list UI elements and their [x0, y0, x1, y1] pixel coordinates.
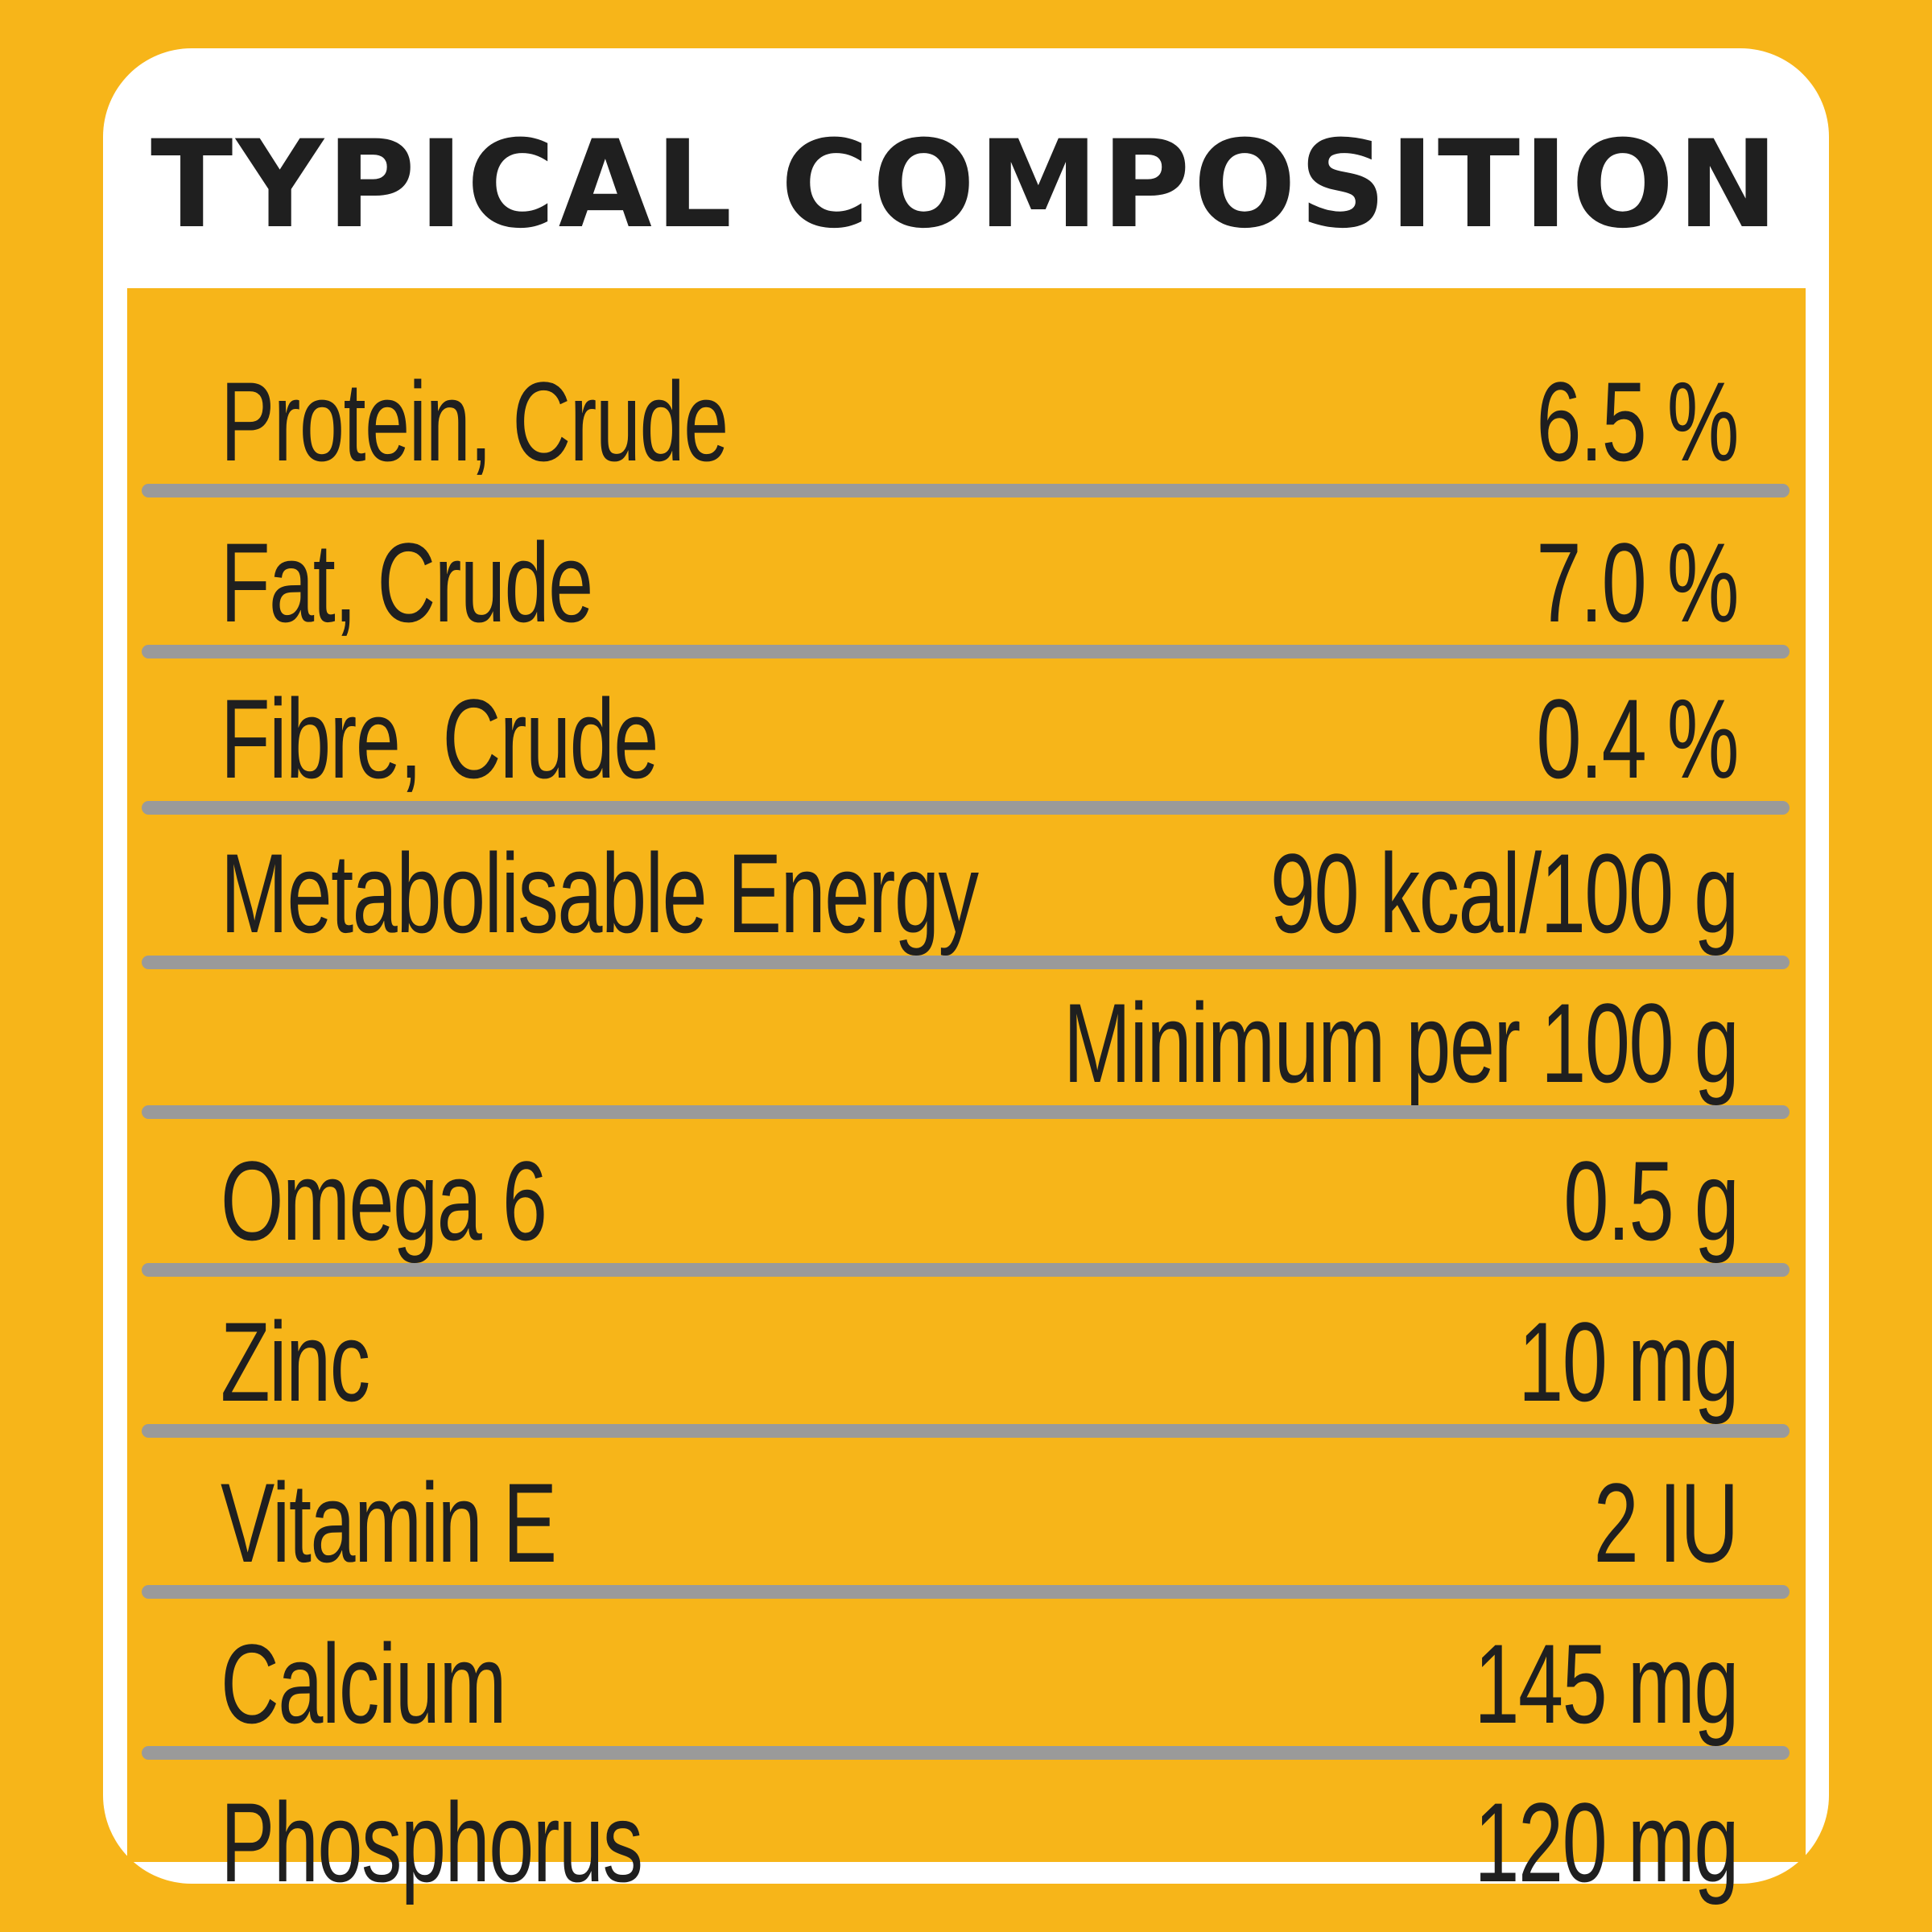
row-divider — [142, 956, 1790, 969]
row-value: 120 mg — [1474, 1779, 1739, 1905]
table-row: Fibre, Crude 0.4 % — [127, 658, 1806, 815]
page-title: TYPICAL COMPOSITION — [151, 115, 1781, 255]
row-value: 7.0 % — [1536, 519, 1739, 646]
row-label: Protein, Crude — [221, 358, 729, 485]
row-label: Omega 6 — [221, 1137, 547, 1264]
row-value: 6.5 % — [1536, 358, 1739, 485]
column-heading: Minimum per 100 g — [1063, 980, 1740, 1106]
row-value: 145 mg — [1474, 1620, 1739, 1747]
composition-card: TYPICAL COMPOSITION Protein, Crude 6.5 %… — [103, 48, 1829, 1899]
row-divider — [142, 1263, 1790, 1277]
row-divider — [142, 1585, 1790, 1599]
row-label: Vitamin E — [221, 1459, 557, 1586]
row-value: 10 mg — [1518, 1298, 1739, 1425]
row-label: Phosphorus — [221, 1779, 643, 1905]
row-value: 90 kcal/100 g — [1270, 830, 1739, 956]
row-divider — [142, 484, 1790, 497]
row-label: Fibre, Crude — [221, 675, 658, 802]
composition-table: Protein, Crude 6.5 % Fat, Crude 7.0 % Fi… — [127, 288, 1806, 1899]
row-value: 0.5 g — [1563, 1137, 1739, 1264]
row-label: Calcium — [221, 1620, 506, 1747]
table-row: Protein, Crude 6.5 % — [127, 288, 1806, 497]
row-divider — [142, 1105, 1790, 1119]
row-divider — [142, 801, 1790, 815]
row-divider — [142, 645, 1790, 658]
row-label: Zinc — [221, 1298, 370, 1425]
row-label: Metabolisable Energy — [221, 830, 979, 956]
table-row: Zinc 10 mg — [127, 1277, 1806, 1438]
row-divider — [142, 1424, 1790, 1438]
row-divider — [142, 1746, 1790, 1760]
table-row: Metabolisable Energy 90 kcal/100 g — [127, 815, 1806, 969]
table-row: Omega 6 0.5 g — [127, 1119, 1806, 1277]
table-row: Vitamin E 2 IU — [127, 1438, 1806, 1599]
table-row: Phosphorus 120 mg — [127, 1760, 1806, 1899]
row-value: 2 IU — [1593, 1459, 1740, 1586]
table-row: Fat, Crude 7.0 % — [127, 497, 1806, 658]
table-subheader-row: Minimum per 100 g — [127, 969, 1806, 1119]
table-row: Calcium 145 mg — [127, 1599, 1806, 1760]
row-label: Fat, Crude — [221, 519, 593, 646]
row-value: 0.4 % — [1536, 675, 1739, 802]
